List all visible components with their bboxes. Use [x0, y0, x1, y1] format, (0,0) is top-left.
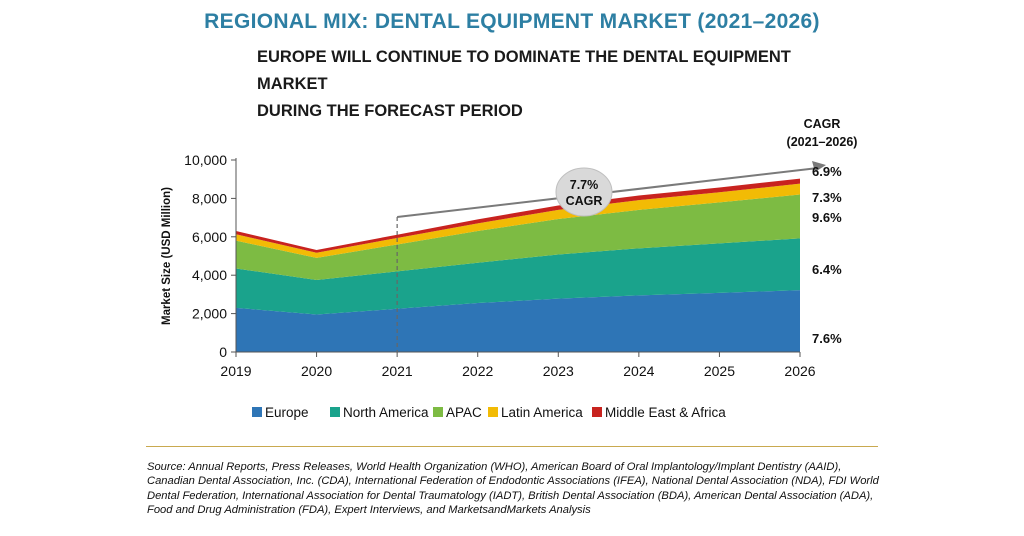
x-tick-label: 2019	[220, 363, 251, 379]
legend-swatch	[252, 407, 262, 417]
legend-label: Europe	[265, 405, 309, 420]
x-tick-label: 2022	[462, 363, 493, 379]
area-latin-america	[236, 183, 800, 258]
subtitle-line-1: EUROPE WILL CONTINUE TO DOMINATE THE DEN…	[257, 48, 791, 93]
x-tick-label: 2023	[543, 363, 574, 379]
cagr-arrow-head	[812, 161, 826, 172]
chart-subtitle: EUROPE WILL CONTINUE TO DOMINATE THE DEN…	[257, 44, 857, 125]
cagr-header-line-2: (2021–2026)	[787, 135, 858, 149]
x-tick-label: 2024	[623, 363, 654, 379]
x-tick-label: 2020	[301, 363, 332, 379]
legend-label: North America	[343, 405, 429, 420]
legend-swatch	[488, 407, 498, 417]
legend-label: APAC	[446, 405, 482, 420]
y-tick-label: 8,000	[192, 190, 227, 206]
subtitle-line-2: DURING THE FORECAST PERIOD	[257, 102, 523, 120]
cagr-label-latin-america: 7.3%	[812, 190, 842, 205]
legend-label: Middle East & Africa	[605, 405, 726, 420]
y-tick-label: 2,000	[192, 306, 227, 322]
legend-swatch	[330, 407, 340, 417]
source-note: Source: Annual Reports, Press Releases, …	[147, 461, 879, 517]
y-tick-label: 6,000	[192, 229, 227, 245]
y-tick-label: 0	[219, 344, 227, 360]
cagr-header-line-1: CAGR	[804, 117, 841, 131]
x-tick-label: 2025	[704, 363, 735, 379]
cagr-bubble-label: CAGR	[566, 194, 603, 208]
y-tick-label: 10,000	[184, 152, 227, 168]
area-middle-east-africa	[236, 178, 800, 253]
area-europe	[236, 290, 800, 352]
area-apac	[236, 194, 800, 280]
legend-swatch	[592, 407, 602, 417]
divider-line	[146, 446, 878, 447]
y-tick-label: 4,000	[192, 267, 227, 283]
legend-label: Latin America	[501, 405, 583, 420]
area-north-america	[236, 238, 800, 315]
x-tick-label: 2026	[784, 363, 815, 379]
stacked-area-chart: 0 2,000 4,000 6,000 8,000 10,000 2019 2020 2021 2…	[161, 117, 858, 420]
legend-swatch	[433, 407, 443, 417]
cagr-label-north-america: 6.4%	[812, 262, 842, 277]
cagr-label-europe: 7.6%	[812, 331, 842, 346]
cagr-bubble-value: 7.7%	[570, 178, 599, 192]
cagr-label-middle-east-africa: 6.9%	[812, 164, 842, 179]
cagr-label-apac: 9.6%	[812, 210, 842, 225]
x-tick-label: 2021	[382, 363, 413, 379]
chart-title: REGIONAL MIX: DENTAL EQUIPMENT MARKET (2…	[204, 10, 820, 33]
cagr-bubble	[555, 167, 613, 217]
y-axis-label: Market Size (USD Million)	[161, 187, 173, 325]
